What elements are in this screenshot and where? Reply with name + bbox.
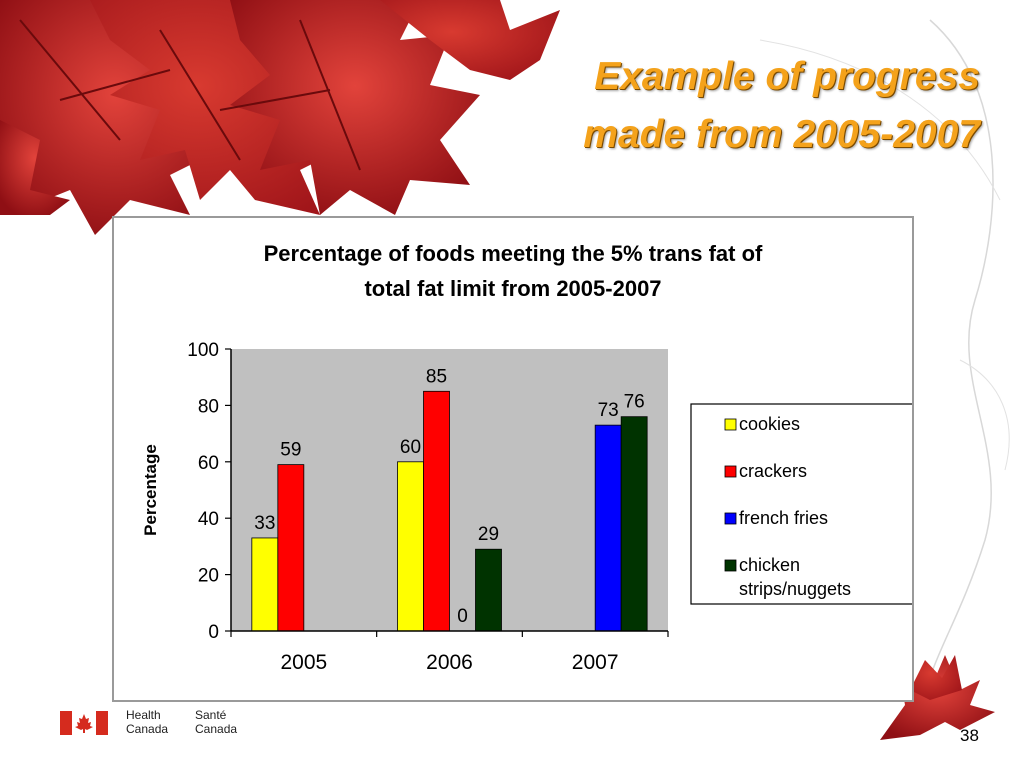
logo-text-line: Canada: [126, 722, 169, 736]
vine-curve-line: [759, 39, 1010, 471]
legend: cookies crackers french fries chicken strips…: [690, 403, 912, 605]
bar-data-label: 85: [426, 366, 447, 387]
maple-leaf-icon: [0, 120, 70, 215]
maple-leaf-icon: [910, 655, 962, 700]
x-category-label: 2007: [572, 651, 619, 674]
bar: [423, 390, 450, 632]
legend-label: strips/nuggets: [739, 579, 851, 599]
bar-data-label: 59: [280, 440, 301, 461]
page-number: 38: [960, 726, 979, 745]
sante-canada-text: Santé Canada: [195, 708, 237, 736]
bar-data-label: 0: [457, 606, 468, 627]
bar-data-label: 33: [254, 513, 275, 534]
y-axis-label: Percentage: [141, 444, 160, 536]
chart-title-line: Percentage of foods meeting the 5% trans…: [263, 241, 763, 266]
slide-title-line: made from 2005-2007: [583, 113, 980, 156]
legend-label: crackers: [739, 461, 807, 481]
bar-data-label: 29: [478, 524, 499, 545]
chart-title: Percentage of foods meeting the 5% trans…: [114, 236, 912, 306]
bar: [475, 548, 502, 632]
bar: [620, 416, 648, 632]
bar-data-label: 73: [598, 400, 619, 421]
bar: [277, 464, 305, 632]
legend-swatch: [724, 512, 737, 525]
x-category-label: 2005: [280, 651, 327, 674]
logo-text-line: Canada: [195, 722, 238, 736]
bar: [397, 461, 424, 632]
y-tick-label: 80: [198, 396, 219, 417]
logo-text-line: Santé: [195, 708, 227, 722]
maple-leaf-icon: [230, 0, 480, 215]
maple-leaf-icon: [75, 714, 93, 733]
bar-data-label: 76: [624, 392, 645, 413]
slide-title: Example of progress made from 2005-2007: [470, 48, 980, 164]
leaf-vein-line: [19, 19, 361, 171]
bar: [594, 424, 622, 632]
legend-swatch: [724, 418, 737, 431]
bar-data-label: 60: [400, 437, 421, 458]
vine-curve-line: [924, 19, 994, 701]
legend-swatch: [724, 559, 737, 572]
chart-frame: Percentage of foods meeting the 5% trans…: [112, 216, 914, 702]
chart-title-line: total fat limit from 2005-2007: [364, 276, 662, 301]
bar: [251, 537, 279, 632]
legend-box: [690, 403, 912, 605]
legend-swatch: [724, 465, 737, 478]
canada-flag-logo: [60, 711, 108, 735]
x-category-label: 2006: [426, 651, 473, 674]
y-tick-label: 20: [198, 566, 219, 587]
y-tick-label: 0: [208, 622, 219, 643]
maple-leaf-icon: [380, 0, 560, 80]
bar-chart: 0 20 40 60 80 100 2005 2006 2007 33 60 59 85 0 73 29 7…: [141, 340, 912, 674]
y-tick-label: 60: [198, 453, 219, 474]
y-tick-label: 100: [187, 340, 219, 361]
legend-label: chicken: [739, 555, 800, 575]
y-tick-label: 40: [198, 509, 219, 530]
health-canada-text: Health Canada: [126, 708, 168, 736]
legend-label: cookies: [739, 414, 800, 434]
legend-label: french fries: [739, 508, 828, 528]
slide-title-line: Example of progress: [594, 55, 980, 98]
logo-text-line: Health: [126, 708, 161, 722]
